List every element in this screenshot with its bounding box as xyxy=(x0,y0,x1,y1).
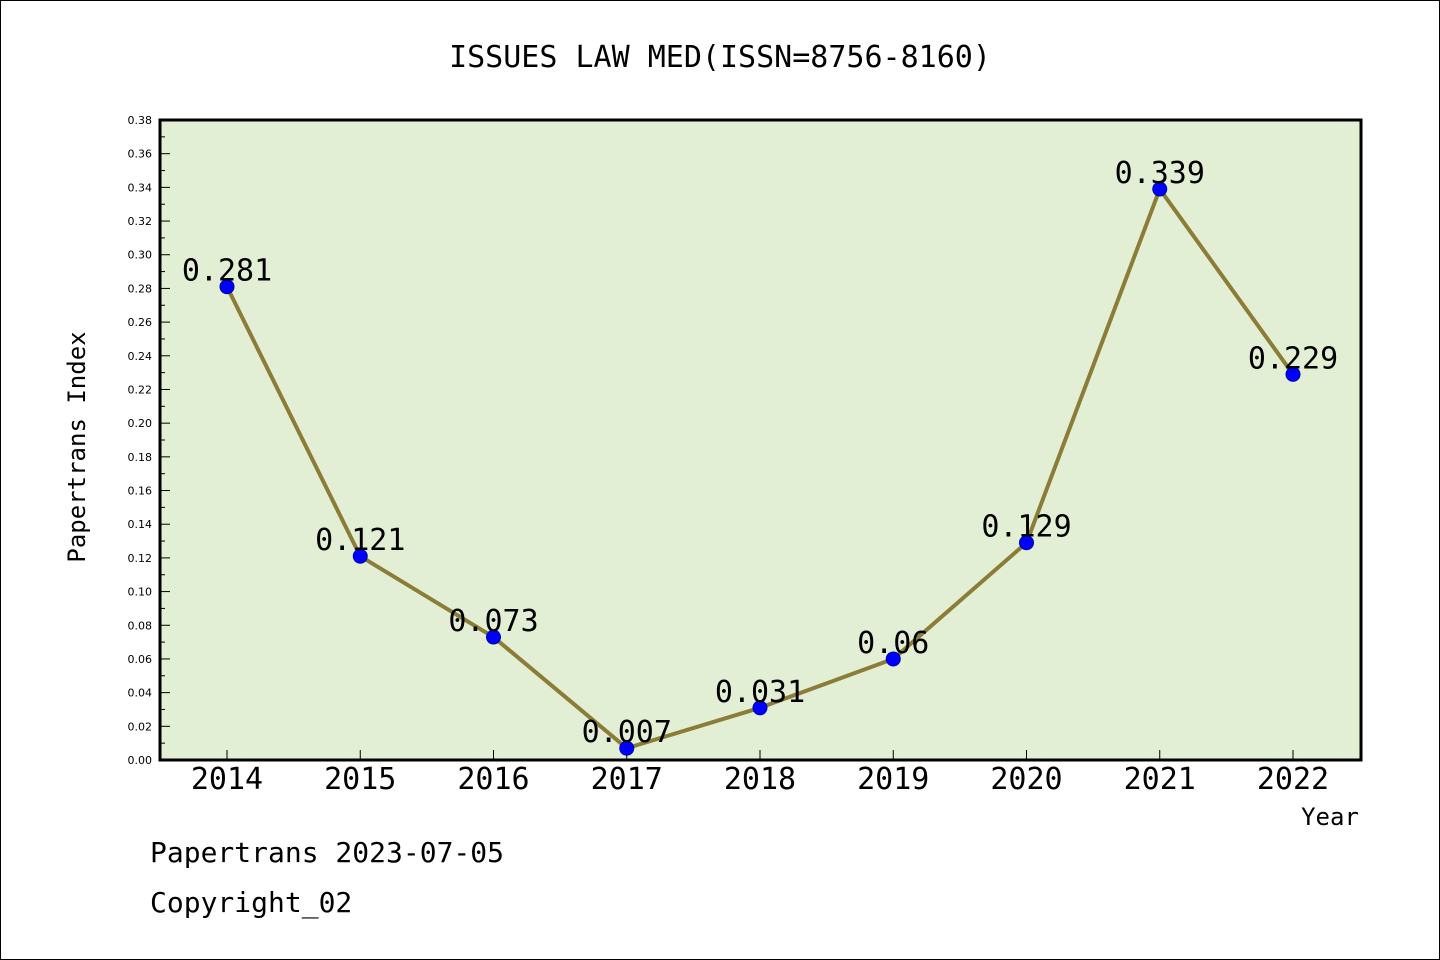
y-tick-label: 0.36 xyxy=(128,148,153,161)
data-point xyxy=(1019,535,1034,551)
series: 0.281 0.121 0.073 0.007 0.031 0.06 0.129 0.339 0… xyxy=(182,156,1338,756)
y-tick-label: 0.00 xyxy=(128,754,153,767)
data-label: 0.281 xyxy=(182,254,272,289)
data-point xyxy=(219,279,235,295)
y-axis-label: Papertrans Index xyxy=(63,331,91,562)
data-label: 0.073 xyxy=(448,604,538,639)
data-point xyxy=(885,651,901,667)
y-tick-label: 0.18 xyxy=(128,451,153,464)
data-label: 0.007 xyxy=(582,715,672,750)
footer-copyright: Copyright_02 xyxy=(150,886,353,919)
data-point xyxy=(619,740,635,756)
y-axis: 0.00 0.02 0.04 0.06 0.08 0.10 0.12 0.14 0.16 0.18… xyxy=(128,114,170,767)
x-tick-label: 2014 xyxy=(191,762,263,797)
y-tick-label: 0.14 xyxy=(128,518,153,531)
y-tick-label: 0.30 xyxy=(128,249,153,262)
y-tick-label: 0.02 xyxy=(128,720,153,733)
y-tick-label: 0.12 xyxy=(128,552,153,565)
y-tick-label: 0.20 xyxy=(128,417,153,430)
data-label: 0.229 xyxy=(1248,341,1338,376)
data-label: 0.031 xyxy=(715,675,805,710)
y-tick-label: 0.28 xyxy=(128,282,153,295)
data-point xyxy=(752,700,768,716)
y-tick-label: 0.10 xyxy=(128,586,153,599)
footer-date: Papertrans 2023-07-05 xyxy=(150,836,505,869)
data-label: 0.129 xyxy=(981,510,1071,545)
data-point xyxy=(352,548,368,564)
y-tick-label: 0.04 xyxy=(128,687,153,700)
chart-title: ISSUES LAW MED(ISSN=8756-8160) xyxy=(449,40,991,75)
data-point xyxy=(486,629,501,645)
y-tick-label: 0.08 xyxy=(128,619,153,632)
x-tick-label: 2020 xyxy=(990,762,1062,797)
data-point xyxy=(1285,366,1301,382)
x-axis-label: Year xyxy=(1301,803,1359,831)
x-tick-label: 2019 xyxy=(857,762,929,797)
x-tick-label: 2017 xyxy=(591,762,663,797)
x-tick-label: 2018 xyxy=(724,762,796,797)
y-tick-label: 0.22 xyxy=(128,383,153,396)
x-tick-label: 2021 xyxy=(1124,762,1196,797)
x-tick-label: 2015 xyxy=(324,762,396,797)
x-tick-label: 2016 xyxy=(457,762,529,797)
data-label: 0.06 xyxy=(857,626,929,661)
y-tick-label: 0.26 xyxy=(128,316,153,329)
y-tick-label: 0.24 xyxy=(128,350,153,363)
x-tick-label: 2022 xyxy=(1257,762,1329,797)
y-tick-label: 0.16 xyxy=(128,485,153,498)
data-label: 0.121 xyxy=(315,523,405,558)
plot-area xyxy=(158,118,1363,762)
y-tick-label: 0.34 xyxy=(128,181,153,194)
y-tick-label: 0.06 xyxy=(128,653,153,666)
data-label: 0.339 xyxy=(1115,156,1205,191)
data-point xyxy=(1152,181,1168,197)
y-tick-label: 0.38 xyxy=(128,114,153,127)
x-axis: 2014 2015 2016 2017 2018 2019 2020 2021 2022 xyxy=(191,750,1329,797)
y-tick-label: 0.32 xyxy=(128,215,153,228)
